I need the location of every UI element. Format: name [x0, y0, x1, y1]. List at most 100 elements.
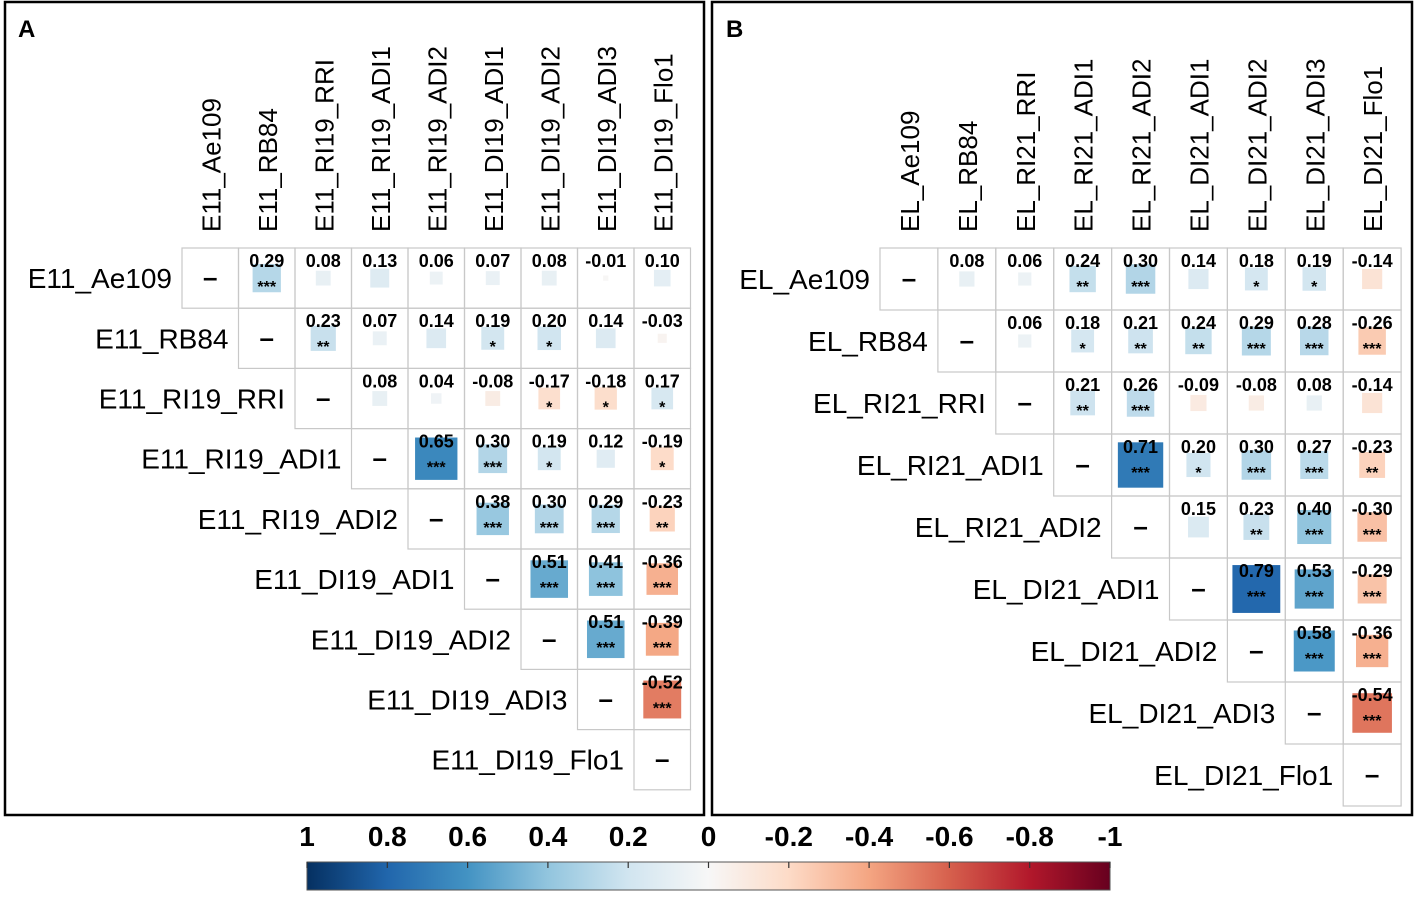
- significance-mark: ***: [1131, 403, 1150, 420]
- correlation-square: [537, 326, 561, 351]
- correlation-value: -0.01: [585, 251, 626, 271]
- significance-mark: ***: [1305, 465, 1324, 482]
- significance-mark: ***: [427, 460, 446, 477]
- correlation-value: 0.08: [1297, 375, 1332, 395]
- correlation-square: [1248, 395, 1264, 411]
- correlation-value: -0.09: [1178, 375, 1219, 395]
- diagonal-mark: –: [1075, 449, 1089, 479]
- panel-b: B EL_Ae109 EL_RB84 EL_RI21_RRI EL_RI21_ADI1 E…: [710, 0, 1414, 817]
- diagonal-mark: –: [902, 263, 916, 293]
- correlation-square: [596, 449, 615, 468]
- correlation-square: [651, 387, 674, 410]
- correlation-square: [1300, 451, 1329, 479]
- significance-mark: **: [1192, 341, 1205, 358]
- significance-mark: *: [546, 399, 553, 416]
- column-header: EL_DI21_Flo1: [1358, 66, 1388, 232]
- significance-mark: **: [317, 339, 330, 356]
- significance-mark: *: [659, 399, 666, 416]
- colorbar-tick-label: 0: [701, 821, 717, 852]
- correlation-square: [370, 268, 390, 288]
- correlation-square: [415, 437, 458, 480]
- correlation-square: [1186, 452, 1211, 478]
- colorbar-tick-label: 1: [299, 821, 315, 852]
- diagonal-mark: –: [486, 563, 500, 593]
- correlation-square: [1297, 509, 1332, 545]
- column-header: E11_Ae109: [196, 98, 226, 232]
- column-header: EL_Ae109: [895, 111, 925, 232]
- row-label: EL_Ae109: [739, 264, 870, 295]
- correlation-value: 0.06: [1007, 313, 1042, 333]
- correlation-square: [1243, 514, 1270, 540]
- colorbar-tick-label: -0.8: [1006, 821, 1054, 852]
- significance-mark: ***: [540, 580, 559, 597]
- correlation-square: [1244, 267, 1268, 291]
- correlation-square: [1190, 394, 1207, 412]
- significance-mark: *: [1311, 279, 1318, 296]
- significance-mark: ***: [1247, 465, 1266, 482]
- panel-frame: [710, 0, 1414, 817]
- correlation-value: 0.23: [1239, 499, 1274, 519]
- correlation-value: 0.51: [532, 552, 567, 572]
- correlation-value: 0.40: [1297, 499, 1332, 519]
- correlation-square: [653, 269, 671, 287]
- row-label: E11_RI19_ADI2: [198, 504, 398, 535]
- row-label: EL_RB84: [808, 326, 928, 357]
- correlation-square: [1241, 450, 1272, 480]
- correlation-value: 0.30: [532, 492, 567, 512]
- correlation-value: 0.10: [645, 251, 680, 271]
- correlation-value: 0.19: [475, 311, 510, 331]
- correlation-value: 0.29: [588, 492, 623, 512]
- row-label: E11_DI19_Flo1: [432, 745, 625, 776]
- correlation-value: -0.08: [1236, 375, 1277, 395]
- correlation-square: [1117, 442, 1164, 488]
- column-header: EL_DI21_ADI1: [1184, 59, 1214, 232]
- correlation-square: [541, 270, 557, 286]
- significance-mark: ***: [1305, 341, 1324, 358]
- correlation-square: [1128, 328, 1153, 354]
- significance-mark: ***: [1247, 589, 1266, 606]
- correlation-value: -0.18: [585, 371, 626, 391]
- correlation-square: [310, 325, 336, 351]
- colorbar: 1 0.8 0.6 0.4 0.2 0 -0.2 -0.4 -0.6 -0.8 -1: [299, 821, 1123, 891]
- correlation-value: 0.18: [1239, 251, 1274, 271]
- correlation-value: 0.20: [532, 311, 567, 331]
- correlation-value: 0.21: [1123, 313, 1158, 333]
- correlation-square: [1125, 264, 1156, 294]
- colorbar-tick-label: 0.8: [368, 821, 407, 852]
- correlation-value: 0.29: [249, 251, 284, 271]
- row-label: EL_DI21_ADI1: [973, 574, 1160, 605]
- significance-mark: ***: [596, 640, 615, 657]
- correlation-square: [1294, 569, 1334, 609]
- correlation-square: [1362, 268, 1383, 290]
- correlation-square: [485, 271, 500, 286]
- correlation-square: [315, 270, 331, 286]
- significance-mark: *: [546, 460, 553, 477]
- correlation-value: 0.06: [419, 251, 454, 271]
- colorbar-tick-label: -0.2: [765, 821, 813, 852]
- diagonal-mark: –: [655, 744, 669, 774]
- panel-a: A E11_Ae109 E11_RB84 E11_RI19_RRI E11_RI19_A…: [3, 0, 706, 817]
- colorbar-tick-label: -0.6: [925, 821, 973, 852]
- correlation-value: 0.65: [419, 432, 454, 452]
- colorbar-tick-label: -1: [1098, 821, 1123, 852]
- correlation-value: 0.26: [1123, 375, 1158, 395]
- significance-mark: **: [656, 520, 669, 537]
- correlation-value: 0.79: [1239, 561, 1274, 581]
- correlation-square: [603, 275, 609, 281]
- correlation-value: 0.21: [1065, 375, 1100, 395]
- column-header: E11_DI19_ADI1: [479, 46, 509, 232]
- column-header: EL_RI21_ADI2: [1127, 59, 1157, 232]
- colorbar-tick-label: -0.4: [845, 821, 894, 852]
- column-header: E11_RB84: [253, 108, 283, 232]
- correlation-value: 0.08: [532, 251, 567, 271]
- column-header: EL_RI21_RRI: [1011, 72, 1041, 232]
- significance-mark: *: [1195, 465, 1202, 482]
- row-label: EL_DI21_ADI2: [1031, 636, 1218, 667]
- correlation-square: [426, 328, 447, 349]
- column-header: E11_DI19_Flo1: [648, 53, 678, 232]
- correlation-value: 0.19: [1297, 251, 1332, 271]
- correlation-value: 0.53: [1297, 561, 1332, 581]
- significance-mark: *: [1080, 341, 1087, 358]
- diagonal-mark: –: [542, 623, 556, 653]
- correlation-square: [1358, 327, 1386, 355]
